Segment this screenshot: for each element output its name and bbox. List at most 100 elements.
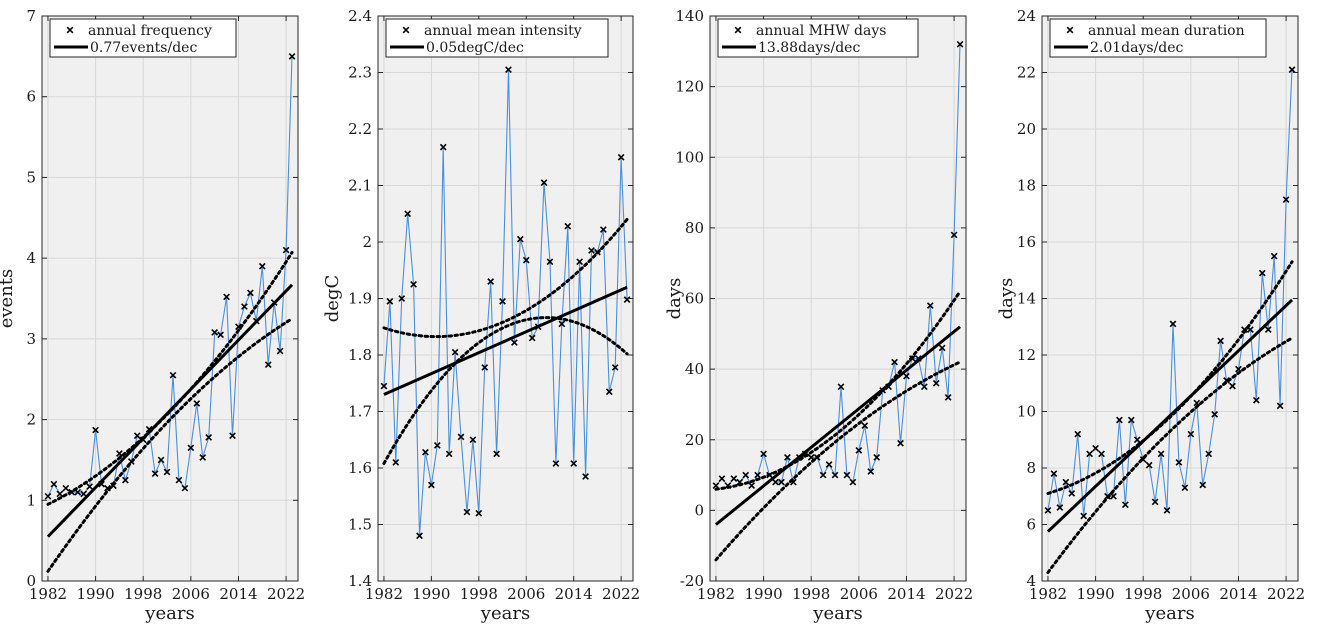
data-point	[1270, 252, 1278, 260]
y-tick-label: 4	[1026, 572, 1036, 590]
data-point	[1062, 478, 1070, 486]
data-point	[528, 334, 536, 342]
data-point	[1199, 481, 1207, 489]
data-point	[926, 302, 934, 309]
legend-label-trend: 2.01days/dec	[1090, 40, 1184, 56]
y-tick-label: 6	[26, 88, 36, 106]
x-tick-label: 2006	[172, 585, 210, 603]
chart-panel-3: 1982 1990 1998 2006 2014 2022 -20 0 20 40 60 80 100 1…	[664, 7, 973, 624]
y-tick-label: 1.4	[348, 572, 372, 590]
data-point	[463, 508, 471, 516]
data-point	[558, 320, 566, 328]
x-tick-label: 1990	[1076, 585, 1114, 603]
data-point	[211, 329, 219, 336]
data-point	[1056, 504, 1064, 511]
x-tick-label: 2022	[602, 585, 640, 603]
confidence-lower	[714, 360, 962, 562]
data-point	[445, 450, 453, 458]
data-point	[1116, 416, 1123, 424]
data-point	[258, 262, 266, 270]
data-point	[920, 383, 928, 391]
data-point	[505, 66, 512, 74]
y-tick-label: 20	[685, 431, 704, 449]
legend-label-series: annual frequency	[88, 23, 212, 39]
data-point	[522, 256, 530, 264]
legend-marker-icon	[66, 26, 74, 34]
data-point	[1205, 450, 1213, 458]
data-point	[223, 293, 230, 301]
data-point	[247, 289, 254, 297]
data-point	[1211, 410, 1219, 418]
data-point	[439, 143, 447, 151]
y-tick-label: 100	[675, 148, 704, 166]
data-point	[867, 468, 875, 475]
y-tick-label: 4	[26, 249, 36, 267]
data-point	[837, 383, 845, 391]
y-axis-label: degC	[322, 275, 343, 322]
data-point	[1276, 402, 1284, 410]
data-point	[1169, 320, 1177, 328]
data-point	[1163, 507, 1171, 514]
data-point	[1080, 512, 1088, 520]
y-tick-label: 2.2	[348, 120, 372, 138]
y-tick-label: 0	[26, 572, 36, 590]
data-point	[433, 442, 441, 449]
data-point	[564, 222, 572, 230]
y-tick-label: 2	[26, 411, 36, 429]
x-axis-label: years	[1144, 603, 1194, 624]
confidence-upper	[382, 217, 629, 339]
data-point	[599, 226, 607, 233]
y-tick-label: 5	[26, 168, 36, 186]
data-point	[540, 179, 548, 187]
y-tick-label: 8	[1026, 459, 1036, 477]
axes-background	[42, 16, 298, 581]
x-tick-label: 1982	[29, 585, 67, 603]
data-point	[1288, 66, 1296, 74]
data-point	[617, 153, 625, 161]
data-point	[760, 450, 767, 458]
y-tick-label: -20	[680, 572, 704, 590]
data-point	[229, 432, 236, 440]
confidence-lower	[382, 316, 629, 465]
data-point	[1092, 444, 1099, 452]
legend-marker-icon	[402, 26, 410, 34]
x-tick-label: 2006	[507, 585, 545, 603]
y-axis-label: events	[0, 269, 17, 329]
data-point	[217, 331, 224, 339]
x-tick-label: 1990	[412, 585, 450, 603]
data-point	[62, 484, 70, 492]
legend-marker-icon	[1066, 26, 1074, 34]
data-point	[264, 361, 272, 369]
y-tick-label: 2.4	[348, 7, 372, 25]
data-point	[742, 471, 750, 479]
confidence-upper	[46, 250, 294, 506]
data-point	[718, 475, 726, 482]
data-point	[205, 433, 213, 441]
data-point	[938, 344, 946, 352]
data-point	[50, 480, 58, 488]
trend-line	[383, 285, 628, 396]
x-tick-label: 1982	[365, 585, 403, 603]
data-point	[950, 231, 958, 239]
x-tick-label: 2006	[840, 585, 878, 603]
confidence-lower	[46, 317, 294, 573]
legend-label-trend: 0.77events/dec	[90, 40, 197, 56]
data-point	[1121, 501, 1129, 509]
data-point	[469, 436, 477, 444]
data-point	[754, 471, 761, 479]
y-axis-label: days	[664, 278, 685, 320]
x-tick-label: 2022	[935, 585, 973, 603]
data-point	[457, 433, 465, 441]
x-tick-label: 2022	[267, 585, 305, 603]
y-tick-label: 6	[1026, 516, 1036, 534]
data-point	[157, 456, 165, 464]
data-point	[861, 422, 869, 429]
data-point	[1264, 326, 1272, 333]
data-point	[819, 471, 827, 479]
legend-box	[385, 18, 609, 58]
data-point	[1127, 416, 1135, 424]
confidence-lower	[1046, 336, 1294, 575]
data-point	[386, 297, 394, 305]
